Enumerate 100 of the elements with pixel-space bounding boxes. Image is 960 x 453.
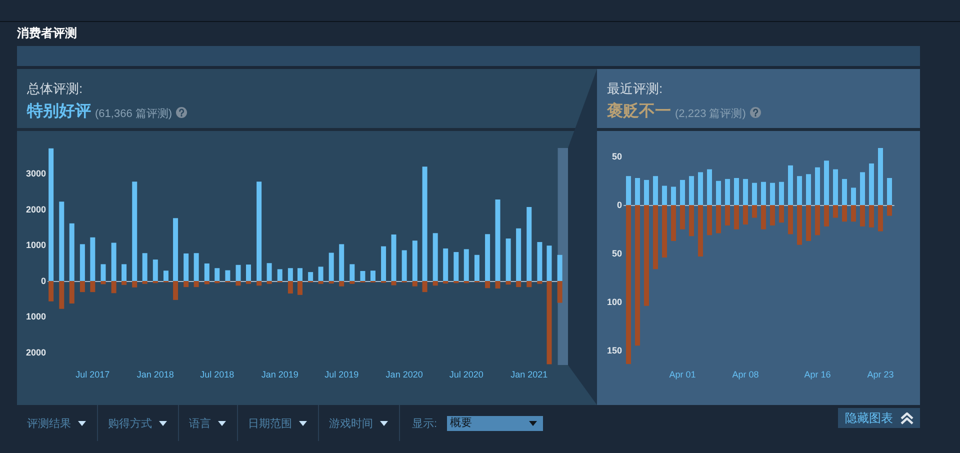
bar [277,269,282,281]
chart-title: 总体评测: [27,81,83,97]
bar [350,264,355,281]
bar [132,280,138,288]
bar [506,280,511,285]
bar [464,280,469,284]
bar [59,280,64,309]
y-tick-label: 0 [616,200,622,210]
bar [443,248,448,281]
y-tick-label: 1000 [26,312,46,322]
bar [485,234,490,281]
bar [797,205,802,245]
bar [725,178,730,206]
bar [770,205,775,226]
bar [381,246,386,281]
bar [173,280,178,300]
bar [557,280,562,303]
x-tick-label: Apr 08 [732,370,759,380]
bar [635,205,640,346]
bar [214,268,220,281]
bar [878,148,883,206]
bar [297,268,302,281]
bar [734,178,739,206]
bar [557,254,562,281]
x-tick-label: Jan 2020 [386,370,423,380]
bar [454,252,459,281]
y-tick-label: 50 [612,152,622,162]
bar [752,182,757,206]
text: 显示: [412,416,438,430]
bar [80,244,85,281]
bar [878,205,883,232]
x-tick-label: Apr 01 [669,370,696,380]
bar [716,205,721,234]
bar [111,280,116,294]
bar [537,242,542,281]
bar [761,205,766,230]
x-tick-label: Apr 16 [804,370,831,380]
bar [797,176,802,206]
bar [743,178,748,206]
bar [142,280,148,284]
bar [132,182,138,281]
bar [824,160,829,206]
bar [432,233,438,281]
bar [474,254,480,281]
bar [432,280,438,286]
y-tick-label: 100 [606,297,622,308]
bar [225,270,230,281]
bar [779,182,784,206]
bar [662,205,667,258]
bar [860,172,865,206]
bar [402,250,407,281]
bar [743,205,748,225]
bar [662,186,667,206]
bar [506,238,511,281]
bar [266,263,272,281]
bar [412,280,418,286]
bar [824,205,829,226]
bar [80,280,85,292]
bar [833,205,838,218]
text: (2,223 篇评测) [675,106,746,120]
bar [516,228,522,281]
bar [485,280,490,288]
bar [90,280,96,292]
bar [707,205,712,236]
bar [204,263,210,281]
x-tick-label: Jan 2018 [136,370,174,380]
bar [100,280,106,284]
y-tick-label: 1000 [26,240,46,250]
x-tick-label: Jul 2018 [200,370,234,380]
button: 隐藏图表 [838,408,920,428]
bar [806,174,811,206]
bar [122,280,127,285]
bar [142,253,148,281]
bar [370,270,376,281]
chart-subtitle: 特别好评 [27,102,91,122]
bar [184,253,189,281]
bar [671,186,676,206]
bar [246,264,251,281]
bar [842,178,847,206]
x-tick-label: Apr 23 [867,370,894,380]
bar [698,205,703,256]
bar [111,242,116,281]
bar [422,280,428,292]
bar [328,252,334,281]
bar [707,169,712,206]
y-tick-label: 50 [612,248,622,259]
bar [443,280,448,284]
bar [308,272,314,281]
bar [815,205,820,236]
bar [194,280,199,288]
bar [339,280,344,286]
bar [689,176,694,206]
bar [887,205,892,216]
bar [526,206,532,281]
bar [689,205,694,236]
bar [815,167,820,206]
x-tick-label: Jan 2019 [261,370,298,380]
bar [412,240,418,281]
text: 日期范围 [248,416,292,430]
bar [339,244,344,281]
